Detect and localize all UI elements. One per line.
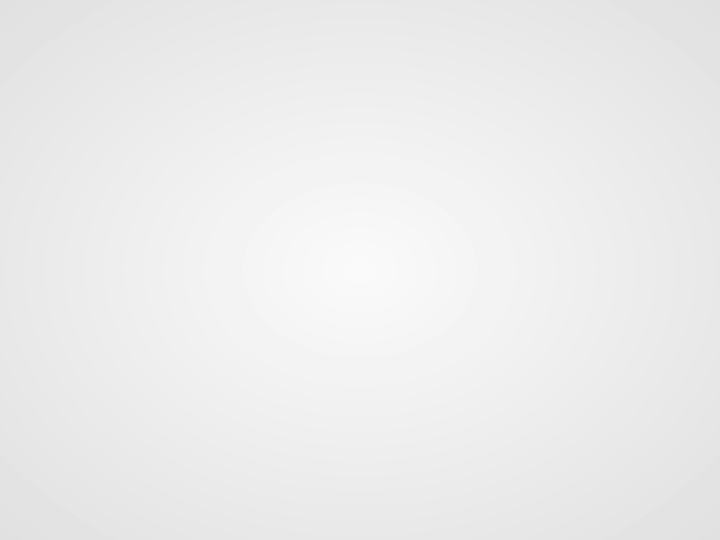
Text: Oxygen Fugacity: Oxygen Fugacity xyxy=(110,39,610,96)
Text: 2FeO + O$_{\mathregular{2(g)}}$$^{\mathregular{=}}$ Fe$_{\mathregular{2}}$O$_{\m: 2FeO + O$_{\mathregular{2(g)}}$$^{\mathr… xyxy=(222,220,498,252)
Text: For example, oxidation of magnetite to hematite:: For example, oxidation of magnetite to h… xyxy=(76,254,658,278)
Text: •: • xyxy=(42,324,58,350)
Text: 2Fe$_{\mathregular{3}}$O$_{\mathregular{4}}$+ \u00bdO$_{\mathregular{2(g)}}$ = 3: 2Fe$_{\mathregular{3}}$O$_{\mathregular{… xyxy=(155,286,565,319)
Text: •: • xyxy=(23,504,32,519)
Text: Cornell University: Cornell University xyxy=(164,507,264,517)
Text: EAS4550: EAS4550 xyxy=(52,505,121,519)
Text: more likely mediated by water and hydrogen).: more likely mediated by water and hydrog… xyxy=(76,347,624,370)
Text: oxidation of ferrous to ferric iron would be written as:: oxidation of ferrous to ferric iron woul… xyxy=(76,189,707,213)
Text: represent the redox state of the system. Hence, the: represent the redox state of the system.… xyxy=(76,166,690,190)
Text: •: • xyxy=(688,504,697,519)
Text: •: • xyxy=(42,254,58,280)
Text: (Actually, there isn\u2019t much O$_{\mathregular{2}}$ gas in magmas. Reaction: (Actually, there isn\u2019t much O$_{\ma… xyxy=(76,324,720,352)
Text: •: • xyxy=(42,143,58,169)
Text: Igneous geochemists use oxygen fugacity $\mathit{f}_{\mathregular{O_2}}$ to: Igneous geochemists use oxygen fugacity … xyxy=(76,143,642,173)
